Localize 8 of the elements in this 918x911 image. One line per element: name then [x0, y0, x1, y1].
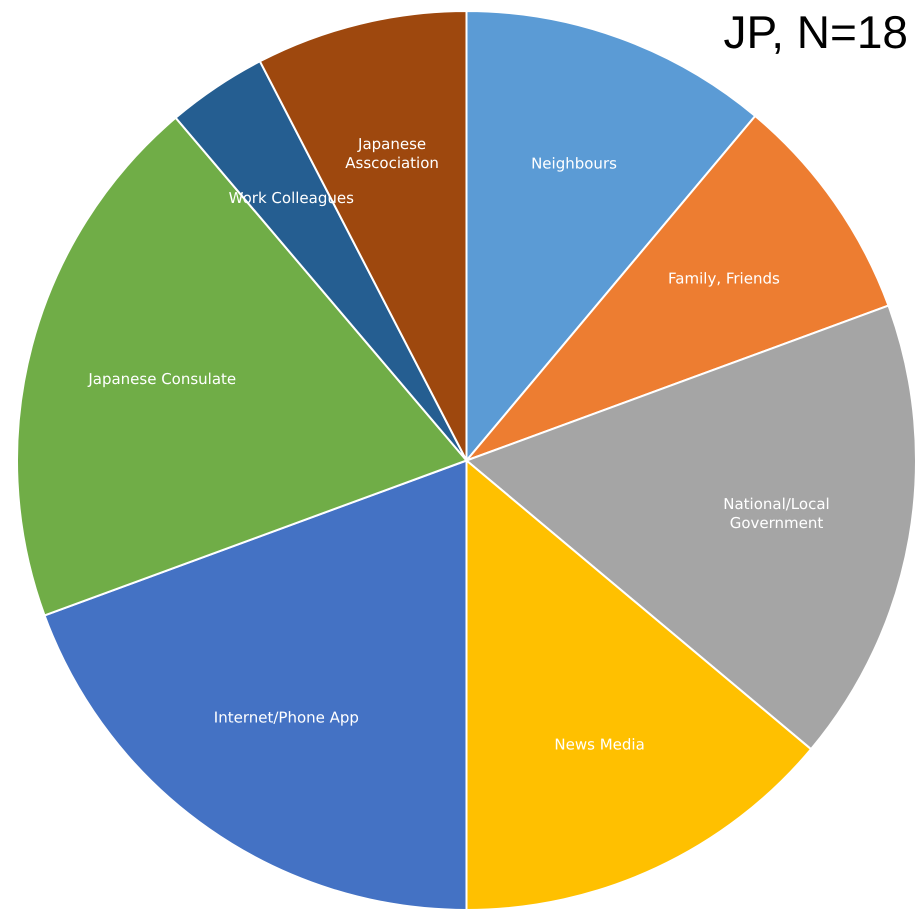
chart-title: JP, N=18 — [723, 6, 908, 58]
slice-label: Japanese Consulate — [87, 370, 236, 388]
slice-label: Internet/Phone App — [214, 708, 359, 726]
slice-label: News Media — [554, 736, 645, 754]
slice-label: Family, Friends — [668, 269, 780, 288]
slice-label: Japanese Asscociation — [345, 135, 439, 172]
slice-label: Neighbours — [531, 154, 618, 173]
slice-label: National/Local Government — [723, 494, 830, 532]
